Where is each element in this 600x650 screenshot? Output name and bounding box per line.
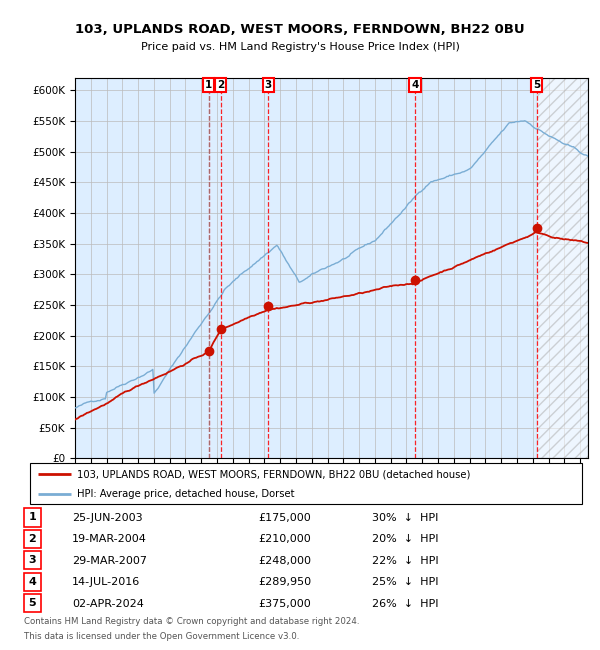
Text: 20%  ↓  HPI: 20% ↓ HPI [372, 534, 439, 544]
Text: 3: 3 [29, 555, 36, 566]
FancyBboxPatch shape [24, 551, 41, 569]
Text: 103, UPLANDS ROAD, WEST MOORS, FERNDOWN, BH22 0BU: 103, UPLANDS ROAD, WEST MOORS, FERNDOWN,… [75, 23, 525, 36]
Text: 25%  ↓  HPI: 25% ↓ HPI [372, 577, 439, 587]
Text: 14-JUL-2016: 14-JUL-2016 [72, 577, 140, 587]
Text: Contains HM Land Registry data © Crown copyright and database right 2024.: Contains HM Land Registry data © Crown c… [24, 618, 359, 627]
Text: £289,950: £289,950 [258, 577, 311, 587]
Text: 103, UPLANDS ROAD, WEST MOORS, FERNDOWN, BH22 0BU (detached house): 103, UPLANDS ROAD, WEST MOORS, FERNDOWN,… [77, 469, 470, 479]
FancyBboxPatch shape [24, 573, 41, 591]
Text: 1: 1 [205, 80, 212, 90]
Text: 5: 5 [533, 80, 541, 90]
FancyBboxPatch shape [24, 530, 41, 548]
Text: £375,000: £375,000 [258, 599, 311, 608]
Text: £248,000: £248,000 [258, 556, 311, 566]
Text: Price paid vs. HM Land Registry's House Price Index (HPI): Price paid vs. HM Land Registry's House … [140, 42, 460, 52]
Text: 25-JUN-2003: 25-JUN-2003 [72, 513, 143, 523]
Text: 4: 4 [28, 577, 37, 587]
Bar [536, 78, 588, 458]
Text: 4: 4 [412, 80, 419, 90]
Text: 26%  ↓  HPI: 26% ↓ HPI [372, 599, 439, 608]
Text: 29-MAR-2007: 29-MAR-2007 [72, 556, 147, 566]
Text: HPI: Average price, detached house, Dorset: HPI: Average price, detached house, Dors… [77, 489, 295, 499]
Text: 30%  ↓  HPI: 30% ↓ HPI [372, 513, 439, 523]
Text: £175,000: £175,000 [258, 513, 311, 523]
Text: 19-MAR-2004: 19-MAR-2004 [72, 534, 147, 544]
Text: 2: 2 [217, 80, 224, 90]
Text: 3: 3 [265, 80, 272, 90]
Text: 2: 2 [29, 534, 36, 544]
Text: £210,000: £210,000 [258, 534, 311, 544]
Text: 22%  ↓  HPI: 22% ↓ HPI [372, 556, 439, 566]
FancyBboxPatch shape [24, 594, 41, 612]
Text: 5: 5 [29, 598, 36, 608]
Text: This data is licensed under the Open Government Licence v3.0.: This data is licensed under the Open Gov… [24, 632, 299, 641]
FancyBboxPatch shape [24, 508, 41, 526]
Text: 1: 1 [29, 512, 36, 523]
FancyBboxPatch shape [30, 463, 582, 504]
Text: 02-APR-2024: 02-APR-2024 [72, 599, 144, 608]
